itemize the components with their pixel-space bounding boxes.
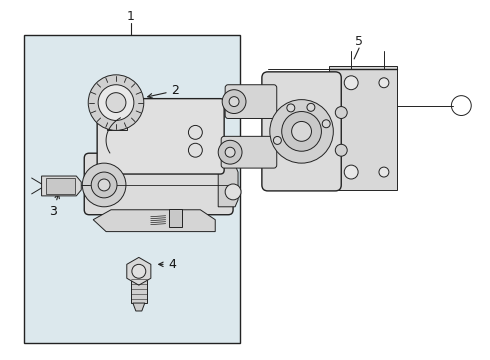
Circle shape xyxy=(225,147,235,157)
Polygon shape xyxy=(42,176,81,196)
Circle shape xyxy=(335,144,347,156)
Circle shape xyxy=(379,78,389,88)
Circle shape xyxy=(344,76,358,90)
Circle shape xyxy=(282,112,321,151)
Text: 3: 3 xyxy=(49,194,59,218)
Circle shape xyxy=(88,75,144,130)
Circle shape xyxy=(189,125,202,139)
Text: 1: 1 xyxy=(127,10,135,23)
Bar xyxy=(24,35,240,343)
Text: 2: 2 xyxy=(147,84,179,98)
Circle shape xyxy=(91,172,117,198)
Text: 5: 5 xyxy=(355,35,363,48)
Circle shape xyxy=(344,165,358,179)
Bar xyxy=(46,178,75,194)
Bar xyxy=(107,100,127,130)
Circle shape xyxy=(189,143,202,157)
Circle shape xyxy=(379,167,389,177)
Circle shape xyxy=(82,163,126,207)
Circle shape xyxy=(218,140,242,164)
Circle shape xyxy=(292,121,312,141)
FancyBboxPatch shape xyxy=(97,99,224,174)
Circle shape xyxy=(307,103,315,111)
Circle shape xyxy=(106,93,126,113)
FancyBboxPatch shape xyxy=(225,85,277,118)
Circle shape xyxy=(132,264,146,278)
Circle shape xyxy=(222,90,246,113)
Circle shape xyxy=(273,136,281,144)
Polygon shape xyxy=(218,165,238,207)
FancyBboxPatch shape xyxy=(84,153,233,215)
Polygon shape xyxy=(127,257,151,285)
Circle shape xyxy=(225,184,241,200)
Circle shape xyxy=(287,104,295,112)
Circle shape xyxy=(335,107,347,118)
Bar xyxy=(131,269,147,303)
Bar xyxy=(169,209,182,227)
Circle shape xyxy=(322,120,330,128)
Circle shape xyxy=(98,85,134,121)
Bar xyxy=(329,66,397,190)
Polygon shape xyxy=(133,303,145,311)
Polygon shape xyxy=(93,210,215,231)
Circle shape xyxy=(229,96,239,107)
Circle shape xyxy=(98,179,110,191)
FancyBboxPatch shape xyxy=(262,72,341,191)
FancyBboxPatch shape xyxy=(221,136,277,168)
Circle shape xyxy=(270,100,333,163)
Text: 4: 4 xyxy=(159,258,176,271)
